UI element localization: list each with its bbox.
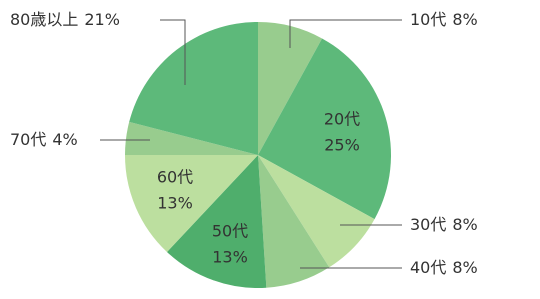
value-label: 8%: [452, 258, 477, 277]
slice-label: 10代 8%: [410, 10, 478, 29]
pie-slice: [166, 155, 267, 288]
category-label: 20代: [324, 110, 360, 129]
value-label: 8%: [452, 10, 477, 29]
pie-slice: [258, 22, 323, 155]
value-label: 21%: [84, 10, 120, 29]
leader-line: [160, 19, 186, 85]
value-label: 13%: [212, 248, 248, 267]
leader-line: [289, 19, 402, 48]
value-label: 13%: [157, 194, 193, 213]
pie-slice: [258, 155, 375, 268]
pie-slice: [129, 22, 258, 155]
category-label: 10代: [410, 10, 446, 29]
slice-label: 70代 4%: [10, 130, 78, 149]
slice-label: 40代 8%: [410, 258, 478, 277]
category-label: 60代: [157, 168, 193, 187]
value-label: 8%: [452, 215, 477, 234]
category-label: 70代: [10, 130, 46, 149]
slice-label: 80歳以上 21%: [10, 10, 120, 29]
slice-label: 30代 8%: [410, 215, 478, 234]
value-label: 25%: [324, 136, 360, 155]
pie-slice: [258, 155, 330, 288]
value-label: 4%: [52, 130, 77, 149]
category-label: 50代: [212, 222, 248, 241]
pie-slice: [125, 155, 258, 252]
category-label: 30代: [410, 215, 446, 234]
category-label: 80歳以上: [10, 10, 78, 29]
category-label: 40代: [410, 258, 446, 277]
pie-slice: [125, 121, 258, 155]
pie-slice: [258, 38, 392, 220]
